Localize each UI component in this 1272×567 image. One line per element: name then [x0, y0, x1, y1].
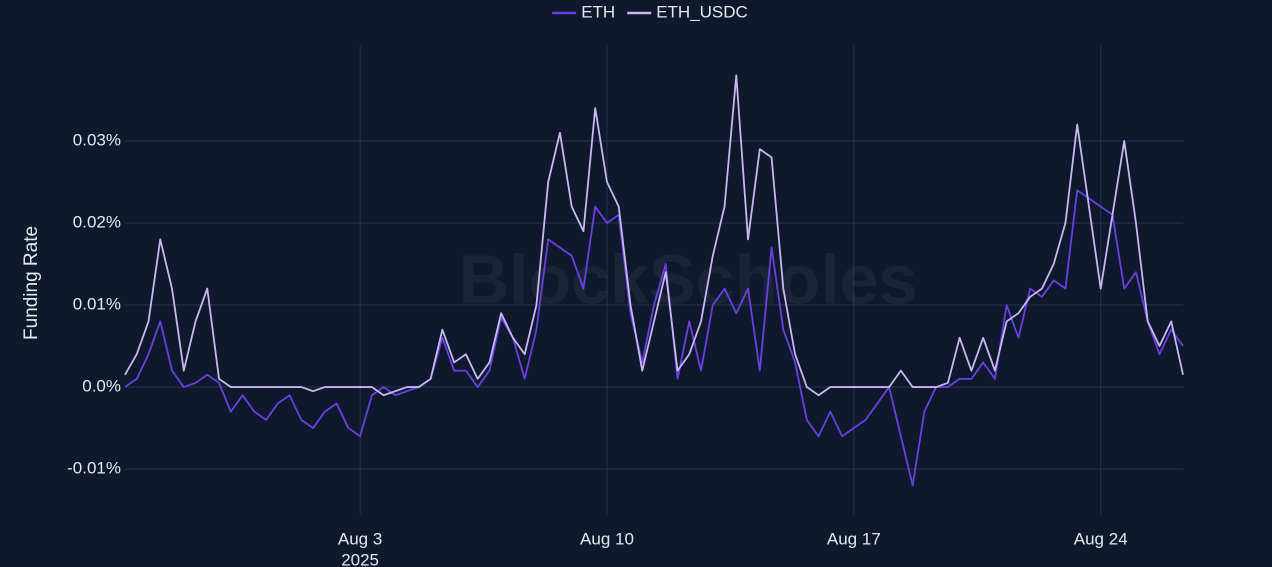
y-tick-label: -0.01%	[67, 459, 121, 478]
x-tick-label: Aug 10	[580, 529, 634, 548]
y-axis-label: Funding Rate	[21, 226, 42, 340]
series-line	[124, 189, 1184, 487]
x-tick-label: Aug 24	[1074, 529, 1128, 548]
series-line	[124, 74, 1184, 397]
y-tick-label: 0.02%	[73, 212, 121, 231]
x-tick-label: Aug 17	[827, 529, 881, 548]
legend-label: ETH	[581, 2, 615, 21]
x-year-label: 2025	[341, 550, 379, 567]
x-tick-label: Aug 3	[338, 529, 382, 548]
y-tick-label: 0.01%	[73, 295, 121, 314]
y-tick-label: 0.03%	[73, 130, 121, 149]
legend: ETH ETH_USDC	[552, 2, 748, 21]
y-tick-label: 0.0%	[82, 377, 121, 396]
legend-label: ETH_USDC	[656, 2, 748, 21]
watermark: BlockScholes	[458, 240, 917, 318]
